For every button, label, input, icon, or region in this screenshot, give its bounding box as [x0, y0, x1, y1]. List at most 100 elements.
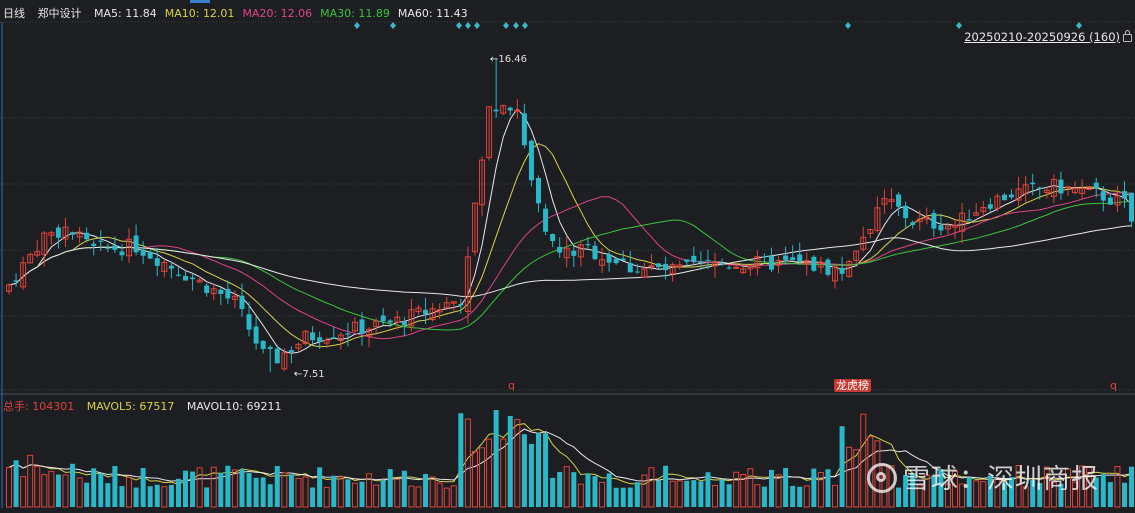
volume-bar	[62, 474, 69, 508]
candle-body	[514, 109, 521, 112]
volume-bar	[987, 475, 993, 507]
candle-body	[1050, 178, 1057, 197]
volume-bar	[521, 434, 527, 507]
ma-legend: MA5: 11.84 MA10: 12.01 MA20: 12.06 MA30: 11…	[94, 7, 476, 20]
candle-body	[923, 216, 930, 220]
signal-diamond-4	[474, 22, 480, 29]
total-volume-label: 总手:	[3, 400, 29, 413]
candle-body	[337, 334, 344, 342]
candle-body	[175, 274, 181, 276]
volume-bars	[6, 410, 1135, 508]
candle-body	[302, 330, 309, 344]
candle-body	[401, 321, 407, 326]
candle-body	[797, 254, 803, 262]
volume-bar	[210, 466, 217, 508]
candle-body	[839, 267, 845, 274]
volume-bar	[691, 480, 697, 507]
candle-body	[288, 350, 294, 353]
candle-body	[1086, 186, 1093, 190]
candle-body	[726, 267, 732, 269]
candle-body	[1114, 195, 1121, 206]
date-range[interactable]: 20250210-20250926 (160)	[964, 30, 1132, 44]
candle-body	[119, 251, 125, 256]
volume-bar	[550, 477, 556, 507]
signal-diamond-2	[456, 22, 462, 29]
candle-body	[663, 263, 669, 271]
ma-legend-value-4: 11.43	[436, 7, 468, 20]
candle-body	[225, 288, 231, 299]
candle-body	[126, 238, 133, 257]
volume-bar	[423, 473, 429, 507]
candle-body	[557, 246, 563, 253]
volume-bar	[896, 487, 902, 507]
lock-icon[interactable]	[1123, 30, 1132, 42]
candle-body	[903, 205, 909, 219]
signal-diamond-8	[845, 22, 851, 29]
high-label: 16.46	[498, 54, 528, 65]
volume-bar	[154, 484, 160, 507]
volume-bar	[1043, 466, 1050, 508]
candle-body	[41, 232, 48, 255]
signal-diamond-3	[465, 22, 471, 29]
ma-legend-value-2: 12.06	[280, 7, 313, 20]
volume-bar	[331, 475, 337, 507]
volume-bar	[980, 481, 987, 508]
candle-body	[133, 235, 139, 253]
candle-body	[112, 245, 118, 250]
candle-body	[13, 280, 19, 282]
lhb-tag[interactable]: 龙虎榜	[834, 379, 871, 392]
candle-body	[888, 199, 895, 202]
date-range-text: 20250210-20250926 (160)	[964, 30, 1120, 44]
volume-bar	[663, 465, 669, 507]
volume-bar	[627, 487, 633, 507]
signal-diamond-6	[513, 22, 519, 29]
volume-bar	[401, 470, 407, 507]
volume-bar	[669, 480, 676, 508]
volume-bar	[133, 487, 139, 507]
mavol5-label: MAVOL5:	[86, 400, 136, 413]
event-marker-2[interactable]: q	[1110, 379, 1117, 392]
event-marker-1[interactable]: q	[508, 379, 515, 392]
period-label[interactable]: 日线	[3, 7, 25, 20]
volume-bar	[429, 476, 436, 508]
volume-bar	[190, 471, 196, 507]
candle-body	[493, 109, 499, 112]
signal-diamond-1	[390, 22, 396, 29]
candle-body	[98, 240, 104, 242]
candle-body	[676, 264, 683, 268]
volume-bar	[359, 481, 365, 507]
candle-body	[394, 316, 401, 323]
volume-bar	[903, 474, 909, 507]
volume-bar	[20, 476, 27, 508]
candle-body	[1129, 192, 1135, 222]
volume-bar	[775, 474, 782, 508]
volume-bar	[783, 467, 789, 507]
volume-bar	[351, 482, 358, 508]
signal-diamond-5	[503, 22, 509, 29]
candle-body	[656, 263, 662, 268]
candle-body	[48, 232, 55, 236]
candle-body	[536, 177, 541, 204]
candle-body	[310, 332, 316, 341]
volume-bar	[768, 469, 774, 507]
candle-body	[486, 106, 493, 159]
volume-bar	[557, 471, 563, 507]
candle-body	[154, 258, 160, 266]
mavol10-label: MAVOL10:	[186, 400, 243, 413]
candle-body	[147, 251, 153, 259]
candle-body	[783, 255, 789, 260]
volume-bar	[337, 476, 344, 508]
candle-body	[952, 224, 959, 228]
candle-body	[634, 271, 640, 273]
volume-bar	[571, 472, 577, 507]
candle-body	[931, 213, 937, 229]
volume-bar	[458, 413, 464, 507]
candle-body	[1107, 197, 1113, 205]
candle-body	[260, 340, 266, 349]
candle-body	[641, 268, 648, 278]
candle-body	[408, 309, 415, 327]
candle-body	[1121, 191, 1127, 199]
candle-body	[373, 320, 380, 328]
candle-body	[1037, 187, 1043, 189]
volume-bar	[76, 477, 83, 508]
